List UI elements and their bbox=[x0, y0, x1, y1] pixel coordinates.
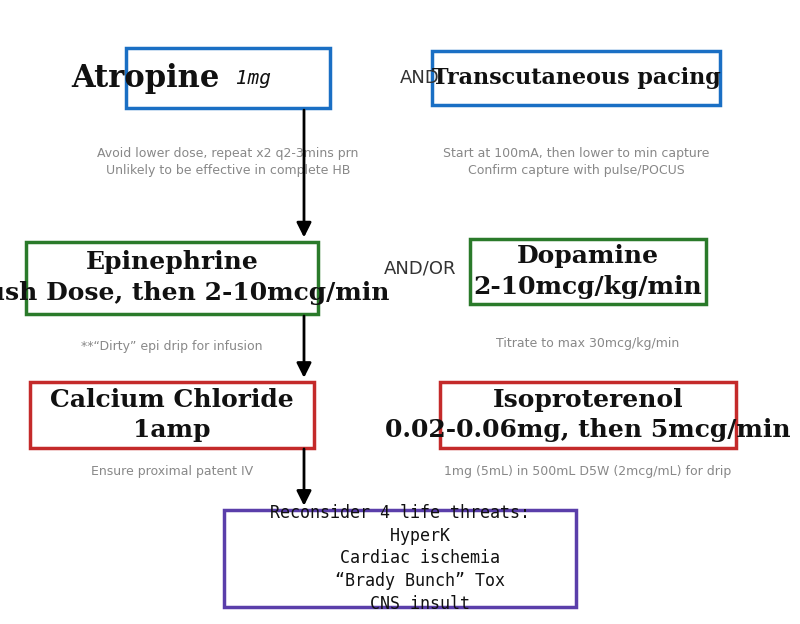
Text: Epinephrine
*Push Dose, then 2-10mcg/min: Epinephrine *Push Dose, then 2-10mcg/min bbox=[0, 250, 390, 305]
FancyBboxPatch shape bbox=[440, 382, 736, 448]
FancyBboxPatch shape bbox=[126, 49, 330, 107]
Text: Atropine: Atropine bbox=[72, 62, 220, 94]
Text: 1mg: 1mg bbox=[224, 69, 271, 87]
Text: 1mg (5mL) in 500mL D5W (2mcg/mL) for drip: 1mg (5mL) in 500mL D5W (2mcg/mL) for dri… bbox=[444, 465, 732, 478]
Text: Start at 100mA, then lower to min capture
Confirm capture with pulse/POCUS: Start at 100mA, then lower to min captur… bbox=[443, 147, 709, 177]
Text: Calcium Chloride
1amp: Calcium Chloride 1amp bbox=[50, 388, 294, 442]
Text: **“Dirty” epi drip for infusion: **“Dirty” epi drip for infusion bbox=[82, 340, 262, 353]
Text: Reconsider 4 life threats:
    HyperK
    Cardiac ischemia
    “Brady Bunch” Tox: Reconsider 4 life threats: HyperK Cardia… bbox=[270, 504, 530, 613]
Text: Titrate to max 30mcg/kg/min: Titrate to max 30mcg/kg/min bbox=[496, 337, 680, 350]
Text: AND/OR: AND/OR bbox=[384, 260, 456, 277]
Text: AND: AND bbox=[400, 69, 440, 87]
Text: Avoid lower dose, repeat x2 q2-3mins prn
Unlikely to be effective in complete HB: Avoid lower dose, repeat x2 q2-3mins prn… bbox=[98, 147, 358, 177]
FancyBboxPatch shape bbox=[224, 510, 576, 607]
Text: Ensure proximal patent IV: Ensure proximal patent IV bbox=[91, 465, 253, 478]
FancyBboxPatch shape bbox=[30, 382, 314, 448]
Text: Isoproterenol
0.02-0.06mg, then 5mcg/min: Isoproterenol 0.02-0.06mg, then 5mcg/min bbox=[385, 388, 791, 442]
FancyBboxPatch shape bbox=[470, 239, 706, 305]
FancyBboxPatch shape bbox=[26, 241, 318, 313]
FancyBboxPatch shape bbox=[432, 52, 720, 104]
Text: Dopamine
2-10mcg/kg/min: Dopamine 2-10mcg/kg/min bbox=[474, 244, 702, 299]
Text: Transcutaneous pacing: Transcutaneous pacing bbox=[432, 67, 720, 89]
